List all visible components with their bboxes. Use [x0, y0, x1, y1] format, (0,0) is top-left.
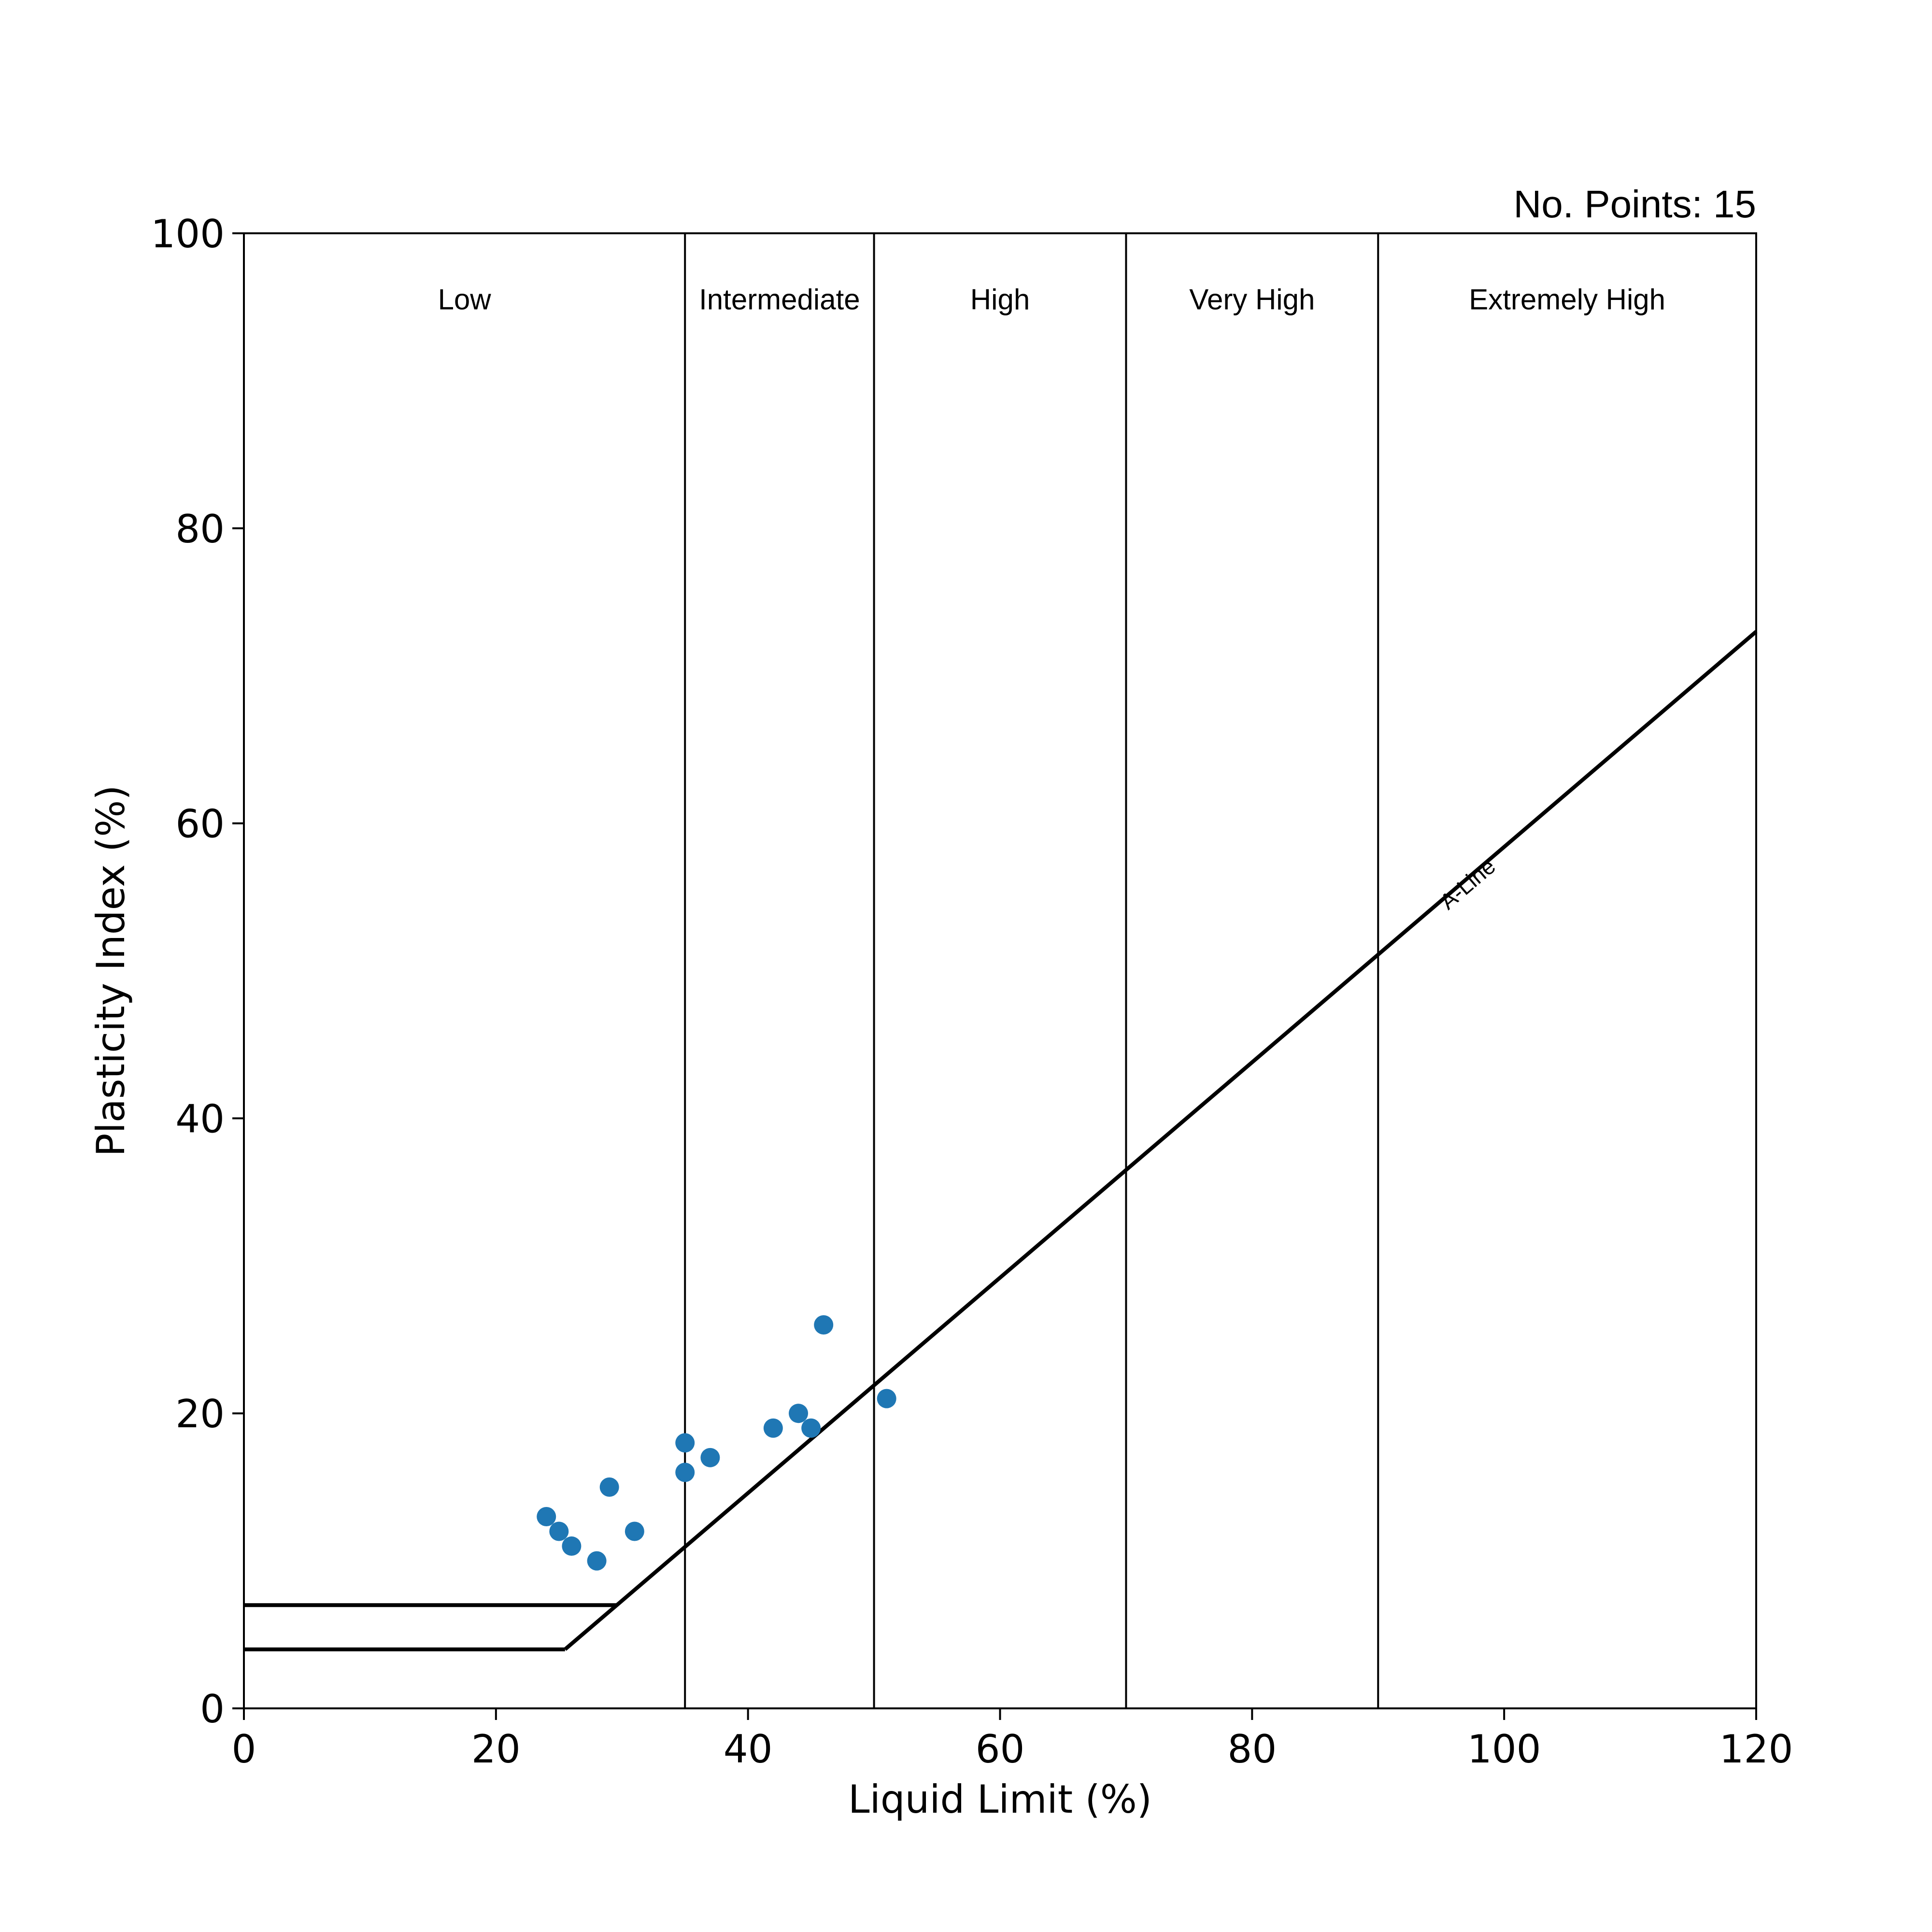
- data-point: [763, 1418, 783, 1438]
- data-point: [562, 1536, 582, 1556]
- x-tick-label: 100: [1467, 1727, 1541, 1772]
- data-point: [700, 1448, 720, 1467]
- y-tick-label: 40: [175, 1096, 225, 1141]
- data-point: [801, 1418, 821, 1438]
- x-tick-label: 80: [1227, 1727, 1277, 1772]
- data-point: [599, 1477, 619, 1497]
- y-tick-label: 100: [151, 212, 225, 256]
- x-axis-ticks: 0 20 40 60 80 100 120: [232, 1708, 1793, 1772]
- zone-labels: Low Intermediate High Very High Extremely Hi…: [438, 283, 1665, 315]
- x-tick-label: 40: [724, 1727, 773, 1772]
- data-point: [587, 1551, 607, 1571]
- zone-label: Low: [438, 283, 492, 315]
- y-tick-label: 20: [175, 1392, 225, 1436]
- data-point: [625, 1521, 644, 1541]
- x-tick-label: 0: [232, 1727, 256, 1772]
- y-axis-title: Plasticity Index (%): [88, 785, 133, 1156]
- x-tick-label: 20: [471, 1727, 521, 1772]
- data-point: [814, 1315, 834, 1335]
- y-tick-label: 0: [200, 1687, 225, 1732]
- point-count-label: No. Points: 15: [1514, 183, 1757, 226]
- x-tick-label: 60: [976, 1727, 1025, 1772]
- a-line-path: [564, 630, 1758, 1651]
- plot-area-frame: [243, 232, 1757, 1709]
- y-axis-ticks: 0 20 40 60 80 100: [151, 212, 244, 1732]
- zone-boundary-lines: [684, 233, 1379, 1708]
- y-tick-label: 60: [175, 802, 225, 847]
- zone-label: Very High: [1189, 283, 1315, 315]
- data-point: [537, 1506, 556, 1526]
- limit-lines: [244, 1603, 617, 1651]
- a-line-label: A-Line: [1435, 853, 1500, 914]
- data-point: [789, 1404, 809, 1423]
- data-point: [877, 1389, 896, 1408]
- zone-label: Intermediate: [699, 283, 860, 315]
- data-point: [675, 1433, 695, 1453]
- x-axis-title: Liquid Limit (%): [848, 1777, 1152, 1822]
- data-point: [675, 1463, 695, 1482]
- data-points: [537, 1315, 896, 1571]
- zone-label: Extremely High: [1469, 283, 1665, 315]
- x-tick-label: 120: [1719, 1727, 1793, 1772]
- y-tick-label: 80: [175, 507, 225, 552]
- data-point: [549, 1521, 569, 1541]
- a-line: [564, 630, 1758, 1651]
- zone-label: High: [970, 283, 1030, 315]
